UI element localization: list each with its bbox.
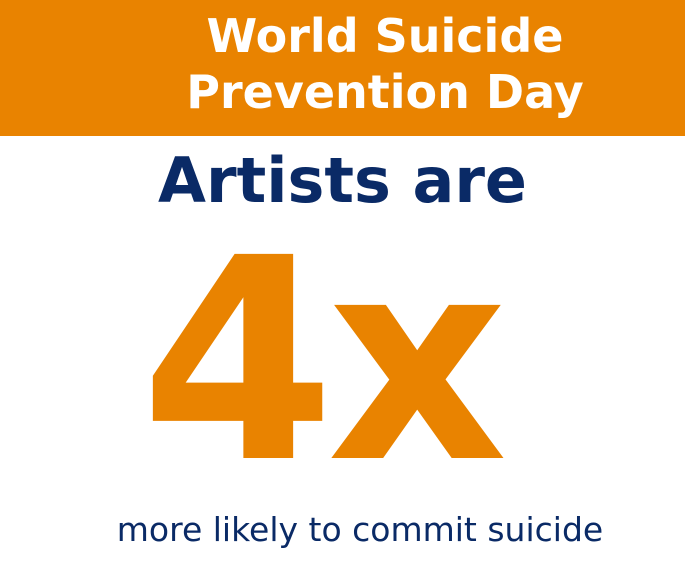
banner: World Suicide Prevention Day xyxy=(0,0,685,136)
banner-title-line2: Prevention Day xyxy=(186,65,584,119)
banner-title: World Suicide Prevention Day xyxy=(150,8,620,120)
banner-title-line1: World Suicide xyxy=(206,9,564,63)
headline: Artists are xyxy=(158,144,527,217)
stat-value: 4x xyxy=(140,199,507,525)
subtext: more likely to commit suicide xyxy=(116,510,604,549)
